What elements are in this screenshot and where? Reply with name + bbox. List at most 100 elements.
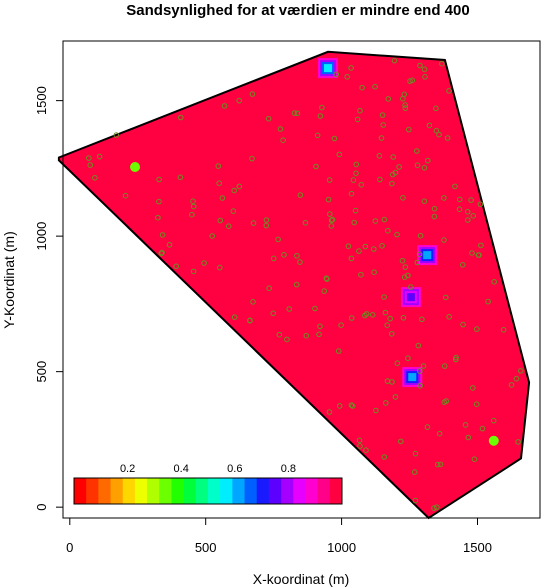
sample-point [231,187,237,194]
sample-point [392,394,399,400]
sample-point [317,113,324,119]
sample-point [291,110,298,116]
sample-point [414,259,421,266]
sample-point [453,354,459,361]
sample-point [379,243,385,249]
sample-point [468,197,474,203]
sample-point [338,322,344,329]
sample-point [178,114,184,121]
legend-swatch [220,478,233,504]
x-tick-label: 1500 [463,540,492,555]
sample-point [225,223,232,229]
sample-point [236,97,242,104]
legend-swatch [208,478,221,504]
sample-point [402,105,409,111]
region-boundary [57,50,531,520]
legend-swatch [195,478,209,504]
sample-point [250,220,257,226]
sample-point [426,122,433,129]
sample-point [372,218,379,224]
y-tick-label: 500 [34,361,49,383]
sample-point [281,252,287,258]
sample-point [421,165,428,171]
sample-point [217,217,224,224]
sample-point [441,363,448,369]
sample-point [216,180,222,186]
sample-point [156,176,162,183]
sample-point [249,91,256,97]
sample-point [405,355,411,362]
sample-point [425,157,431,164]
legend-swatch [232,478,245,504]
sample-point [344,74,351,80]
legend-swatch [268,478,282,504]
sample-point [122,192,129,199]
sample-point [477,201,484,207]
sample-point [433,105,439,112]
sample-point [431,213,438,220]
sample-point [236,183,243,190]
sample-point [317,323,323,330]
sample-point [437,461,444,468]
sample-point [390,171,396,178]
sample-point [284,336,290,343]
legend-swatch [110,478,124,504]
hotspot-cell [406,293,415,302]
sample-point [400,195,406,201]
sample-point [201,260,207,266]
sample-point [456,196,463,203]
sample-point [270,255,277,262]
sample-point [266,285,272,292]
sample-point [275,236,281,243]
sample-point [500,327,507,333]
sample-point [470,213,477,219]
sample-point [387,315,394,322]
sample-point [190,198,196,204]
y-axis: 0 500 1000 1500 [34,86,64,511]
sample-point [326,177,333,183]
sample-point [381,294,387,300]
sample-point [247,317,253,324]
x-tick-label: 1000 [327,540,356,555]
sample-point [407,78,413,84]
sample-point [439,60,445,67]
legend-tick-label: 0.8 [281,463,296,475]
sample-point [328,217,335,224]
legend-swatch [134,478,148,504]
sample-point [465,434,472,441]
sample-point [348,315,355,321]
sample-point [452,183,458,190]
sample-point [249,155,255,162]
sample-point [431,205,438,212]
legend-swatch [86,478,99,504]
sample-point [303,332,310,339]
legend-swatch [317,478,331,504]
legend-swatch [147,478,160,504]
sample-point [422,74,428,80]
sample-point [263,222,270,229]
sample-point [443,294,449,301]
sample-point [396,164,402,170]
sample-point [362,243,369,250]
sample-point [478,242,484,249]
sample-point [359,84,365,91]
sample-point [348,190,355,197]
hotspot-cell [488,435,499,446]
sample-point [250,299,256,305]
sample-point [414,148,420,154]
sample-point [96,153,103,160]
sample-point [434,504,440,511]
sample-point [473,401,480,408]
sample-point [372,83,378,90]
y-tick-label: 1000 [34,222,49,251]
sample-point [405,272,411,279]
sample-point [381,216,388,223]
sample-point [464,209,471,215]
x-tick-label: 0 [66,540,73,555]
sample-point [326,409,333,415]
sample-point [177,174,184,181]
sample-point [362,312,368,319]
sample-point [155,214,161,221]
sample-point [379,112,386,118]
sample-point [336,403,343,409]
